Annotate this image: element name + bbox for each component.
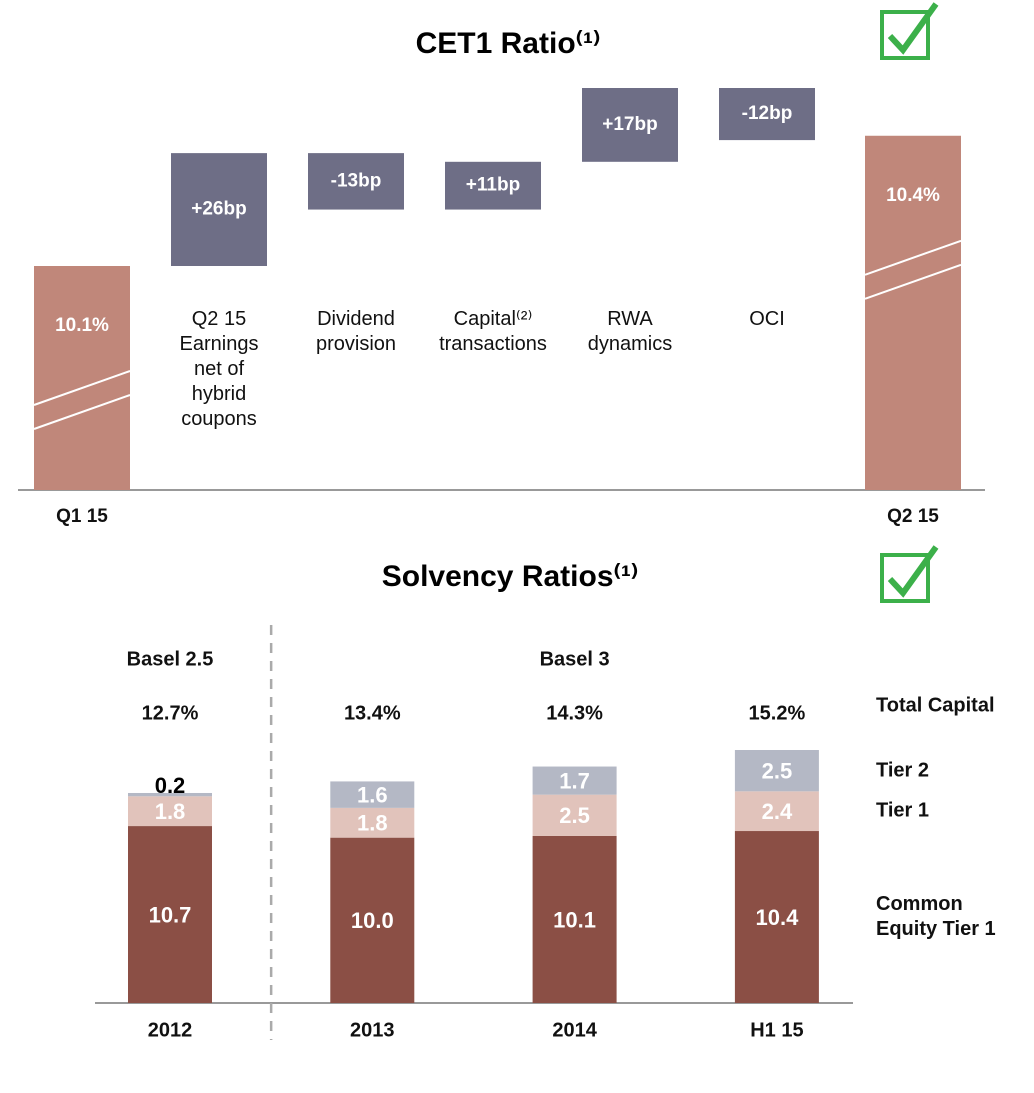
value-label: 2.4	[762, 799, 793, 824]
bar-segment	[532, 766, 617, 795]
value-label: 1.6	[357, 782, 388, 807]
break-mark	[33, 394, 131, 430]
bar-segment	[532, 794, 617, 836]
legend-entry: Common Equity Tier 1	[876, 893, 996, 940]
value-label: 1.8	[155, 799, 186, 824]
value-label: +11bp	[466, 175, 520, 196]
total-label: 15.2%	[749, 702, 806, 724]
step-bar	[445, 161, 541, 210]
step-bar	[308, 153, 404, 210]
value-label: 10.7	[149, 902, 192, 927]
value-label: 1.7	[559, 768, 590, 793]
break-mark	[33, 370, 131, 406]
bar-segment	[128, 796, 212, 827]
bar-segment	[330, 807, 415, 838]
legend-entry: Tier 1	[876, 799, 929, 822]
x-tick-label: 2012	[148, 1019, 193, 1041]
x-tick-label: H1 15	[750, 1019, 803, 1041]
category-label: Capital⁽²⁾ transactions	[439, 308, 547, 355]
break-mark	[864, 239, 962, 276]
value-label: 0.2	[155, 773, 186, 798]
bar-segment	[734, 791, 819, 832]
bar-segment	[330, 781, 415, 808]
category-label: OCI	[749, 308, 785, 330]
value-label: -13bp	[331, 170, 382, 191]
bar-segment	[532, 835, 617, 1003]
bar-segment	[734, 750, 819, 792]
value-label: +26bp	[191, 199, 246, 220]
total-bar	[34, 266, 130, 490]
value-label: 2.5	[559, 803, 590, 828]
chart-title: Solvency Ratios⁽¹⁾	[382, 560, 638, 593]
step-bar	[719, 88, 815, 141]
step-bar	[582, 88, 678, 162]
bar-segment	[128, 826, 212, 1003]
legend-entry: Tier 2	[876, 759, 929, 782]
category-label: RWA dynamics	[587, 308, 673, 355]
value-label: 2.5	[762, 758, 793, 783]
total-label: 14.3%	[546, 702, 603, 724]
legend-entry: Total Capital	[876, 694, 995, 717]
total-bar	[865, 135, 961, 490]
value-label: 10.1%	[55, 315, 109, 336]
check-icon	[880, 545, 939, 603]
total-label: 12.7%	[142, 702, 199, 724]
value-label: 10.4	[755, 905, 799, 930]
x-tick-label: 2014	[552, 1019, 597, 1041]
bar-segment	[734, 831, 819, 1003]
category-label: Q2 15 Earnings net of hybrid coupons	[179, 308, 259, 430]
break-mark	[864, 263, 962, 300]
value-label: 1.8	[357, 811, 388, 836]
step-bar	[171, 153, 267, 266]
group-label: Basel 2.5	[127, 648, 214, 670]
value-label: 10.4%	[886, 185, 940, 206]
check-icon	[880, 2, 939, 60]
value-label: 10.1	[553, 907, 596, 932]
chart-title: CET1 Ratio⁽¹⁾	[416, 27, 601, 60]
x-tick-label: 2013	[350, 1019, 395, 1041]
category-label: Q2 15	[887, 506, 939, 527]
group-label: Basel 3	[540, 648, 610, 670]
value-label: -12bp	[742, 103, 793, 124]
category-label: Dividend provision	[315, 308, 397, 355]
value-label: 10.0	[351, 908, 394, 933]
category-label: Q1 15	[56, 506, 108, 527]
bar-segment	[128, 792, 212, 797]
total-label: 13.4%	[344, 702, 401, 724]
value-label: +17bp	[602, 114, 657, 135]
bar-segment	[330, 837, 415, 1003]
